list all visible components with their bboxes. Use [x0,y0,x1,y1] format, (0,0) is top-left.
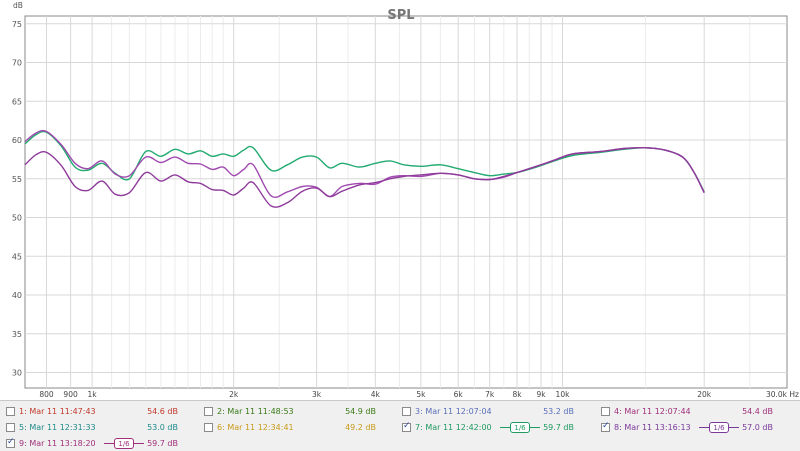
legend-item[interactable]: 8: Mar 11 13:16:13 [601,419,691,435]
legend-item-name: 7: Mar 11 12:42:00 [415,422,492,432]
legend-item-name: 1: Mar 11 11:47:43 [19,406,96,416]
legend-item[interactable]: 6: Mar 11 12:34:41 [204,419,294,435]
legend-item[interactable]: 4: Mar 11 12:07:44 [601,403,691,419]
y-axis-label: dB [13,1,23,10]
series-line-1 [24,130,705,193]
legend-item-value: 49.2 dB [345,423,376,432]
x-tick-label: 1k [88,390,98,399]
legend-item-name: 3: Mar 11 12:07:04 [415,406,492,416]
y-tick-label: 75 [12,20,22,29]
x-tick-label: 10k [556,390,571,399]
legend-item-name: 8: Mar 11 13:16:13 [614,422,691,432]
legend-checkbox[interactable] [204,406,213,416]
legend-item[interactable]: 5: Mar 11 12:31:33 [6,419,96,435]
smoothing-badge[interactable]: 1/6 [709,422,729,433]
legend-panel: 1: Mar 11 11:47:43 54.6 dB 2: Mar 11 11:48… [0,400,800,451]
legend-item[interactable]: 2: Mar 11 11:48:53 [204,403,294,419]
legend-item-name: 2: Mar 11 11:48:53 [217,406,294,416]
x-tick-label: 4k [371,390,381,399]
y-tick-label: 60 [12,136,22,145]
x-tick-label: 2k [229,390,239,399]
spl-chart: 30 35 40 45 50 55 60 65 70 75 800 900 1k 2k 3k 4k 5k 6k 7k… [12,1,799,399]
x-tick-label: 30.0k Hz [766,390,799,399]
legend-checkbox[interactable] [601,421,610,432]
y-tick-label: 35 [12,330,22,339]
legend-checkbox[interactable] [402,421,411,432]
x-tick-label: 900 [63,390,78,399]
spl-chart-svg: 30 35 40 45 50 55 60 65 70 75 800 900 1k 2k 3k 4k 5k 6k 7k… [12,1,799,399]
smoothing-badge[interactable]: 1/6 [510,422,530,433]
legend-checkbox[interactable] [6,437,15,448]
x-tick-label: 8k [512,390,522,399]
x-tick-label: 3k [312,390,322,399]
legend-item-value: 57.0 dB [742,423,773,432]
legend-item-value: 54.4 dB [742,407,773,416]
legend-item-value: 54.6 dB [147,407,178,416]
series-line-3 [24,146,705,208]
legend-item-name: 9: Mar 11 13:18:20 [19,438,96,448]
legend-checkbox[interactable] [601,406,610,416]
legend-item-value: 53.2 dB [543,407,574,416]
legend-item-value: 53.0 dB [147,423,178,432]
y-tick-label: 55 [12,175,22,184]
smoothing-badge[interactable]: 1/6 [114,438,134,449]
x-tick-label: 6k [454,390,464,399]
legend-item[interactable]: 7: Mar 11 12:42:00 [402,419,492,435]
y-tick-label: 45 [12,252,22,261]
x-tick-label: 7k [485,390,495,399]
legend-item[interactable]: 3: Mar 11 12:07:04 [402,403,492,419]
legend-checkbox[interactable] [6,406,15,416]
x-tick-label: 5k [416,390,426,399]
plot-area [24,15,788,389]
x-tick-label: 800 [39,390,54,399]
legend-checkbox[interactable] [204,422,213,432]
x-tick-label: 20k [697,390,712,399]
x-tick-label: 9k [536,390,546,399]
legend-item-name: 4: Mar 11 12:07:44 [614,406,691,416]
y-tick-label: 40 [12,291,22,300]
legend-item[interactable]: 1: Mar 11 11:47:43 [6,403,96,419]
chart-title: SPL [387,8,414,23]
legend-item-name: 5: Mar 11 12:31:33 [19,422,96,432]
legend-item[interactable]: 9: Mar 11 13:18:20 [6,435,96,451]
y-tick-label: 65 [12,97,22,106]
legend-item-value: 54.9 dB [345,407,376,416]
legend-checkbox[interactable] [6,422,15,432]
y-tick-label: 50 [12,214,22,223]
legend-checkbox[interactable] [402,406,411,416]
y-tick-label: 30 [12,369,22,378]
legend-item-value: 59.7 dB [147,439,178,448]
legend-item-value: 59.7 dB [543,423,574,432]
legend-item-name: 6: Mar 11 12:34:41 [217,422,294,432]
y-tick-label: 70 [12,59,22,68]
